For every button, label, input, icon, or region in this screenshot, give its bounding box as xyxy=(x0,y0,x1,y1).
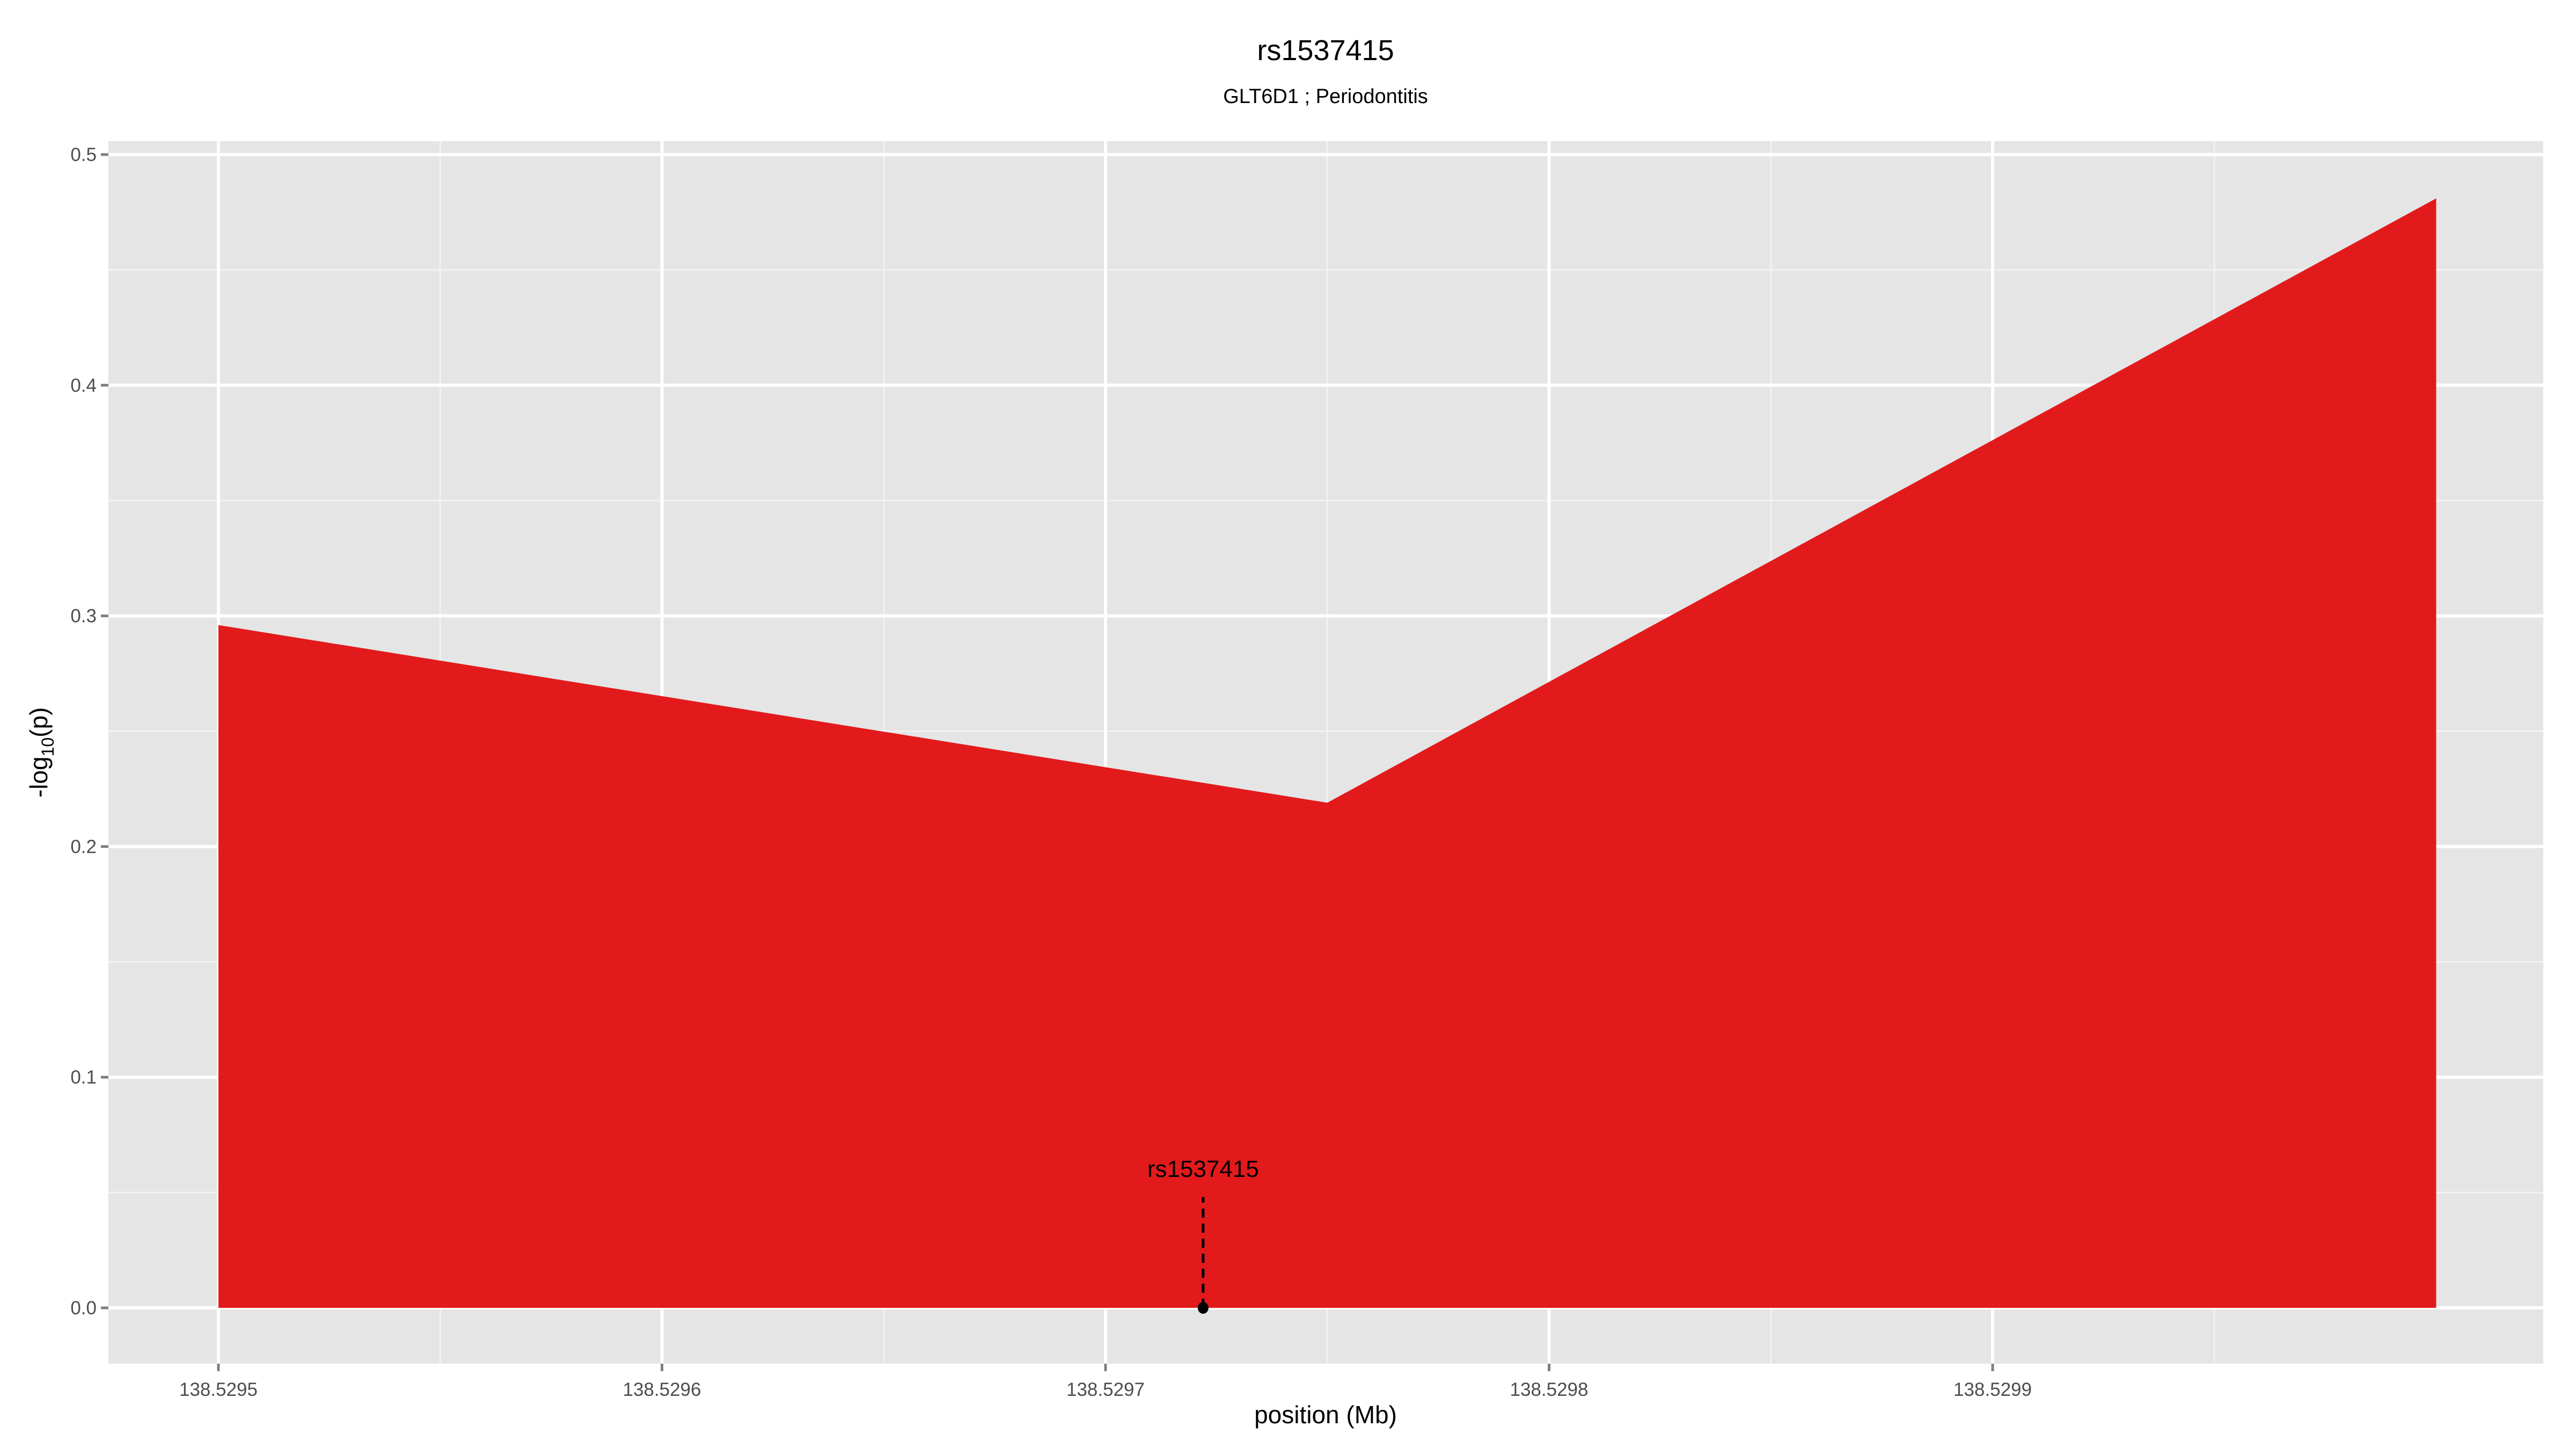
y-axis: 0.0 0.1 0.2 0.3 0.4 0.5 xyxy=(70,144,108,1319)
x-tick-label: 138.5296 xyxy=(623,1379,701,1400)
y-axis-title-suffix: (p) xyxy=(25,707,53,737)
x-axis: 138.5295 138.5296 138.5297 138.5298 138.5299 xyxy=(179,1364,2032,1400)
x-tick-label: 138.5298 xyxy=(1510,1379,1589,1400)
x-tick-label: 138.5297 xyxy=(1066,1379,1145,1400)
chart-title: rs1537415 xyxy=(1257,34,1394,67)
y-tick-label: 0.0 xyxy=(70,1298,97,1319)
x-tick-label: 138.5295 xyxy=(179,1379,258,1400)
y-tick-label: 0.3 xyxy=(70,606,97,627)
y-tick-label: 0.5 xyxy=(70,144,97,165)
x-axis-title: position (Mb) xyxy=(1254,1401,1397,1429)
area-series xyxy=(218,198,2436,1308)
y-tick-label: 0.2 xyxy=(70,836,97,857)
y-axis-title-subscript: 10 xyxy=(38,737,57,757)
x-tick-label: 138.5299 xyxy=(1953,1379,2032,1400)
y-axis-title: -log10(p) xyxy=(25,707,57,798)
marks: rs1537415 xyxy=(218,198,2436,1314)
y-tick-label: 0.4 xyxy=(70,375,97,396)
y-tick-label: 0.1 xyxy=(70,1067,97,1088)
y-axis-title-prefix: -log xyxy=(25,757,53,798)
annotation-label: rs1537415 xyxy=(1147,1156,1259,1182)
chart-subtitle: GLT6D1 ; Periodontitis xyxy=(1223,85,1428,108)
snp-point xyxy=(1197,1302,1209,1314)
